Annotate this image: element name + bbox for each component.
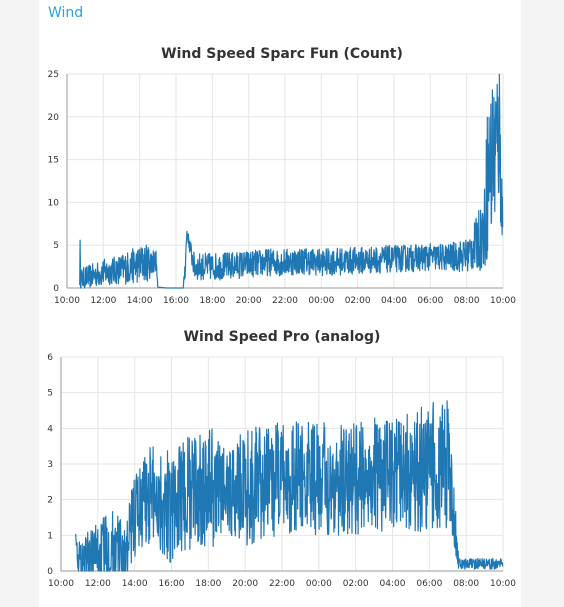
x-tick-label: 08:00 — [453, 579, 479, 589]
x-tick-label: 20:00 — [232, 579, 258, 589]
y-tick-label: 15 — [48, 156, 59, 166]
y-tick-label: 0 — [47, 567, 53, 577]
x-tick-label: 00:00 — [306, 579, 332, 589]
section-title[interactable]: Wind — [48, 5, 84, 21]
y-tick-label: 3 — [47, 460, 53, 470]
x-tick-label: 18:00 — [199, 296, 225, 306]
y-tick-label: 5 — [53, 241, 59, 251]
y-tick-label: 20 — [48, 113, 60, 123]
x-tick-label: 06:00 — [417, 296, 443, 306]
y-tick-label: 25 — [48, 70, 59, 80]
y-tick-label: 6 — [47, 353, 53, 363]
x-tick-label: 10:00 — [490, 579, 516, 589]
x-tick-label: 00:00 — [308, 296, 334, 306]
x-tick-label: 14:00 — [122, 579, 148, 589]
x-tick-label: 18:00 — [195, 579, 221, 589]
chart-title-pro-analog: Wind Speed Pro (analog) — [183, 329, 381, 345]
x-tick-label: 22:00 — [272, 296, 298, 306]
series-line — [79, 73, 504, 289]
y-tick-label: 4 — [47, 424, 53, 434]
y-tick-label: 1 — [47, 531, 53, 541]
x-tick-label: 12:00 — [85, 579, 111, 589]
x-tick-label: 16:00 — [163, 296, 189, 306]
x-tick-label: 16:00 — [159, 579, 185, 589]
x-tick-label: 22:00 — [269, 579, 295, 589]
x-tick-label: 04:00 — [381, 296, 407, 306]
chart-title-sparc-fun: Wind Speed Sparc Fun (Count) — [161, 46, 403, 62]
x-tick-label: 10:00 — [48, 579, 74, 589]
y-tick-label: 2 — [47, 496, 53, 506]
x-tick-label: 08:00 — [454, 296, 480, 306]
x-tick-label: 14:00 — [127, 296, 153, 306]
x-tick-label: 20:00 — [236, 296, 262, 306]
y-tick-label: 10 — [48, 198, 60, 208]
x-tick-label: 10:00 — [490, 296, 516, 306]
series-line — [75, 400, 504, 572]
x-tick-label: 06:00 — [416, 579, 442, 589]
y-tick-label: 5 — [47, 389, 53, 399]
x-tick-label: 02:00 — [345, 296, 371, 306]
y-tick-label: 0 — [53, 284, 59, 294]
x-tick-label: 02:00 — [343, 579, 369, 589]
x-tick-label: 04:00 — [380, 579, 406, 589]
x-tick-label: 10:00 — [54, 296, 80, 306]
x-tick-label: 12:00 — [90, 296, 116, 306]
